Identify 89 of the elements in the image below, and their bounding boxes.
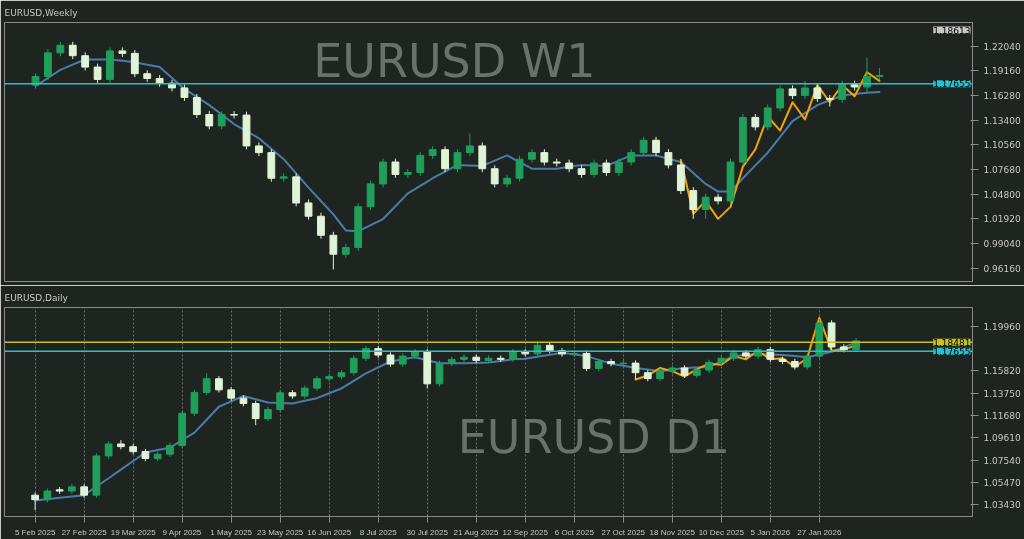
candlestick (801, 80, 809, 100)
line-series (679, 71, 881, 220)
y-tick-label: 1.07680 (983, 164, 1021, 175)
candlestick (652, 136, 660, 157)
candlestick (590, 159, 598, 179)
chart-title: EURUSD,Daily (4, 292, 69, 303)
x-tick-label: 6 Oct 2025 (554, 527, 595, 537)
candlestick (416, 151, 425, 177)
x-tick-label: 12 Sep 2025 (502, 527, 549, 537)
x-tick-label: 5 Jan 2026 (750, 527, 791, 537)
candlestick (205, 110, 214, 130)
candlestick (664, 148, 673, 169)
ref-line-label: 1.18481 (933, 337, 971, 348)
candlestick (776, 84, 785, 112)
candlestick (366, 179, 375, 211)
y-tick-label: 1.19160 (983, 66, 1021, 77)
x-tick-label: 19 Mar 2025 (110, 527, 157, 537)
candlestick (528, 148, 536, 164)
y-tick-label: 1.11680 (983, 411, 1021, 422)
candlestick (317, 212, 325, 240)
candlestick (490, 164, 499, 188)
candlestick (130, 49, 139, 78)
x-tick-label: 21 Aug 2025 (453, 527, 500, 537)
candlestick (639, 136, 648, 157)
ref-line-label: 1.17655 (933, 346, 971, 357)
candlestick (607, 358, 615, 367)
y-tick-label: 1.07540 (983, 455, 1021, 466)
candlestick (441, 145, 449, 173)
x-tick-label: 5 Feb 2025 (14, 527, 56, 537)
y-tick-label: 0.96160 (983, 263, 1021, 274)
candlestick (81, 51, 90, 72)
y-tick-label: 1.16280 (983, 91, 1021, 102)
annotation: EURUSD W1 (313, 34, 596, 89)
annotation: EURUSD D1 (457, 410, 731, 465)
x-tick-label: 27 Jan 2026 (797, 527, 842, 537)
annotation: 1.18613 (933, 25, 971, 36)
candlestick (190, 389, 199, 417)
candlestick (460, 354, 468, 363)
candlestick (44, 48, 52, 81)
candlestick (582, 350, 591, 372)
candlestick (117, 439, 125, 450)
y-tick-label: 0.99040 (983, 238, 1021, 249)
x-tick-label: 1 May 2025 (210, 527, 253, 537)
x-tick-label: 8 Jul 2025 (359, 527, 398, 537)
candlestick (349, 355, 358, 376)
y-tick-label: 1.04800 (983, 189, 1021, 200)
y-tick-label: 1.22040 (983, 41, 1021, 52)
x-tick-label: 27 Feb 2025 (61, 527, 108, 537)
candlestick (435, 360, 444, 388)
x-tick-label: 9 Apr 2025 (162, 527, 202, 537)
y-tick-label: 1.01920 (983, 214, 1021, 225)
candlestick (217, 110, 226, 130)
x-tick-label: 18 Nov 2025 (649, 527, 696, 537)
candlestick (689, 186, 698, 220)
x-tick-label: 10 Dec 2025 (698, 527, 745, 537)
candlestick (763, 103, 772, 131)
y-tick-label: 1.19960 (983, 321, 1021, 332)
y-tick-label: 1.09610 (983, 433, 1021, 444)
candlestick (230, 110, 238, 120)
x-tick-label: 16 Jun 2025 (307, 527, 352, 537)
y-tick-label: 1.15820 (983, 366, 1021, 377)
candlestick (379, 158, 387, 188)
y-tick-label: 1.13400 (983, 115, 1021, 126)
candlestick (478, 141, 487, 173)
candlestick (251, 400, 260, 426)
x-tick-label: 30 Jul 2025 (406, 527, 449, 537)
candlestick (202, 372, 211, 396)
candlestick (515, 155, 524, 183)
candlestick (31, 491, 39, 511)
candlestick (465, 133, 474, 157)
y-tick-label: 1.03430 (983, 500, 1021, 511)
candlestick (192, 93, 201, 119)
candlestick (93, 63, 102, 84)
x-tick-label: 27 Oct 2025 (601, 527, 646, 537)
candlestick (838, 80, 847, 104)
chart-title: EURUSD,Weekly (4, 7, 79, 18)
candlestick (304, 199, 313, 221)
candlestick (276, 389, 285, 413)
candlestick (714, 193, 722, 205)
candlestick (631, 359, 640, 380)
candlestick (453, 148, 462, 173)
x-tick-label: 23 May 2025 (257, 527, 304, 537)
candlestick (391, 158, 400, 179)
y-tick-label: 1.13750 (983, 388, 1021, 399)
candlestick (701, 193, 710, 220)
ref-line-label: 1.17655 (933, 79, 971, 90)
y-tick-label: 1.10560 (983, 140, 1021, 151)
candlestick (329, 231, 338, 270)
y-tick-label: 1.05470 (983, 478, 1021, 489)
